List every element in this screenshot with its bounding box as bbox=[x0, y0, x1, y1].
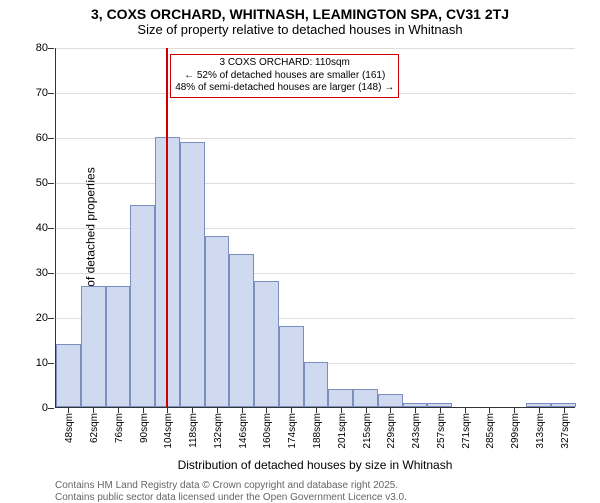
title-line2: Size of property relative to detached ho… bbox=[0, 22, 600, 37]
y-tick bbox=[48, 183, 54, 184]
histogram-bar bbox=[81, 286, 106, 408]
x-tick-label: 174sqm bbox=[287, 413, 298, 449]
annotation-line: 48% of semi-detached houses are larger (… bbox=[175, 82, 394, 95]
x-tick-label: 313sqm bbox=[535, 413, 546, 449]
grid-line bbox=[56, 183, 575, 184]
y-tick-label: 80 bbox=[36, 42, 48, 54]
histogram-bar bbox=[254, 281, 279, 407]
y-tick bbox=[48, 273, 54, 274]
footer-line1: Contains HM Land Registry data © Crown c… bbox=[55, 480, 398, 491]
x-tick-label: 229sqm bbox=[386, 413, 397, 449]
x-tick-label: 146sqm bbox=[238, 413, 249, 449]
x-tick-label: 132sqm bbox=[213, 413, 224, 449]
x-tick-label: 215sqm bbox=[362, 413, 373, 449]
grid-line bbox=[56, 48, 575, 49]
grid-line bbox=[56, 138, 575, 139]
x-tick-label: 90sqm bbox=[139, 413, 150, 443]
y-tick-label: 40 bbox=[36, 222, 48, 234]
x-tick-label: 327sqm bbox=[560, 413, 571, 449]
histogram-bar bbox=[279, 326, 304, 407]
histogram-bar bbox=[130, 205, 155, 408]
y-tick bbox=[48, 363, 54, 364]
y-tick bbox=[48, 93, 54, 94]
plot-area: 0102030405060708048sqm62sqm76sqm90sqm104… bbox=[55, 48, 575, 408]
x-axis-label: Distribution of detached houses by size … bbox=[55, 458, 575, 472]
x-tick-label: 104sqm bbox=[163, 413, 174, 449]
histogram-bar bbox=[328, 389, 353, 407]
y-tick bbox=[48, 48, 54, 49]
y-tick-label: 20 bbox=[36, 312, 48, 324]
x-tick-label: 118sqm bbox=[188, 413, 199, 448]
y-tick-label: 30 bbox=[36, 267, 48, 279]
annotation-box: 3 COXS ORCHARD: 110sqm← 52% of detached … bbox=[170, 54, 399, 98]
histogram-bar bbox=[180, 142, 205, 408]
y-tick-label: 10 bbox=[36, 357, 48, 369]
histogram-bar bbox=[304, 362, 329, 407]
y-tick bbox=[48, 138, 54, 139]
annotation-line: ← 52% of detached houses are smaller (16… bbox=[175, 70, 394, 83]
x-tick-label: 271sqm bbox=[461, 413, 472, 449]
footer-line2: Contains public sector data licensed und… bbox=[55, 492, 407, 503]
y-tick-label: 70 bbox=[36, 87, 48, 99]
x-tick-label: 299sqm bbox=[510, 413, 521, 449]
title-line1: 3, COXS ORCHARD, WHITNASH, LEAMINGTON SP… bbox=[0, 6, 600, 22]
x-tick-label: 243sqm bbox=[411, 413, 422, 449]
y-tick bbox=[48, 318, 54, 319]
y-tick-label: 60 bbox=[36, 132, 48, 144]
x-tick-label: 201sqm bbox=[337, 413, 348, 449]
histogram-bar bbox=[205, 236, 230, 407]
y-tick bbox=[48, 408, 54, 409]
y-tick bbox=[48, 228, 54, 229]
y-tick-label: 0 bbox=[42, 402, 48, 414]
x-tick-label: 48sqm bbox=[64, 413, 75, 443]
histogram-bar bbox=[378, 394, 403, 408]
x-tick-label: 160sqm bbox=[262, 413, 273, 449]
histogram-bar bbox=[353, 389, 378, 407]
y-tick-label: 50 bbox=[36, 177, 48, 189]
x-tick-label: 257sqm bbox=[436, 413, 447, 449]
x-tick-label: 285sqm bbox=[485, 413, 496, 449]
annotation-line: 3 COXS ORCHARD: 110sqm bbox=[175, 57, 394, 70]
chart-area: 0102030405060708048sqm62sqm76sqm90sqm104… bbox=[55, 48, 575, 408]
histogram-bar bbox=[229, 254, 254, 407]
x-tick-label: 188sqm bbox=[312, 413, 323, 449]
chart-title: 3, COXS ORCHARD, WHITNASH, LEAMINGTON SP… bbox=[0, 0, 600, 37]
histogram-bar bbox=[106, 286, 131, 408]
x-tick-label: 62sqm bbox=[89, 413, 100, 443]
histogram-bar bbox=[56, 344, 81, 407]
reference-line bbox=[166, 48, 168, 407]
x-tick-label: 76sqm bbox=[114, 413, 125, 443]
